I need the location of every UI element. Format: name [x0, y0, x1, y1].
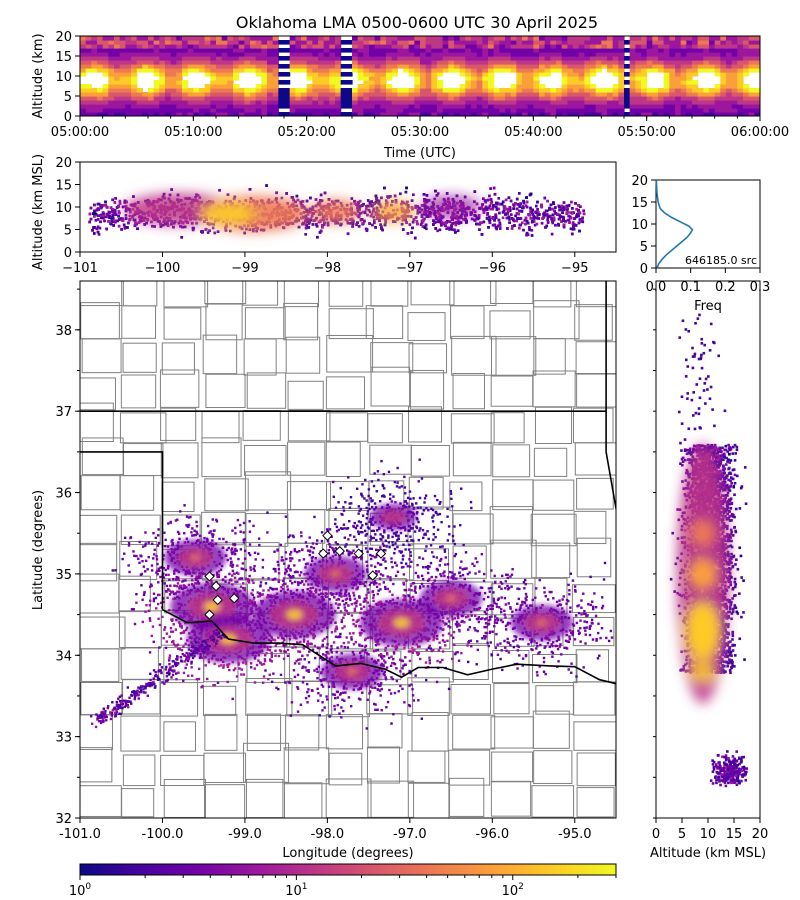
right-alt-tick-label: 20: [752, 827, 769, 842]
right-alt-tick-label: 0: [652, 827, 660, 842]
hist-alt-tick-label: 5: [640, 240, 648, 255]
altitude-tick-label: 5: [64, 90, 72, 105]
time-tick-label: 05:10:00: [164, 125, 222, 140]
altitude-axis-label: Altitude (km): [31, 33, 46, 118]
lon-tick-label: −101: [62, 261, 98, 276]
altitude-tick-label: 10: [55, 70, 72, 85]
freq-tick-label: 0.2: [715, 280, 736, 295]
state-border-tx-panhandle: [80, 451, 164, 610]
histogram-xlabel: Freq: [694, 299, 722, 314]
lma-station-marker: [353, 548, 364, 559]
time-tick-label: 05:30:00: [391, 125, 449, 140]
lon-altitude-panel: −101 −100 −99 −98 −97 −96 −95 0 5 10 15 20 Altitud…: [31, 154, 617, 276]
longitude-tick-label: -99.0: [228, 827, 262, 842]
lma-station-marker: [212, 594, 223, 606]
lon-altitude-core: [123, 193, 482, 232]
time-tick-label: 05:20:00: [277, 125, 335, 140]
latitude-tick-label: 32: [55, 812, 72, 827]
latitude-tick-label: 36: [55, 487, 72, 502]
lma-station-marker: [375, 548, 387, 559]
longitude-tick-label: -96.0: [475, 827, 509, 842]
time-axis-label: Time (UTC): [383, 146, 456, 161]
lma-station-marker: [318, 548, 329, 559]
lon-alt-tick-label: 20: [55, 156, 72, 171]
state-border-red-river: [162, 608, 616, 685]
lon-alt-tick-label: 10: [55, 201, 72, 216]
colorbar-tick-label: 100: [69, 882, 92, 899]
lma-station-marker: [204, 609, 215, 620]
lma-station-marker: [334, 545, 345, 557]
longitude-axis-label: Longitude (degrees): [282, 846, 413, 861]
lon-alt-tick-label: 0: [64, 246, 72, 261]
state-border-ar: [605, 451, 616, 513]
right-alt-tick-label: 10: [700, 827, 717, 842]
storm-cores: [164, 503, 573, 690]
hist-alt-tick-label: 0: [640, 262, 648, 277]
longitude-tick-label: -100.0: [142, 827, 184, 842]
right-alt-tick-label: 15: [726, 827, 743, 842]
hist-alt-tick-label: 20: [631, 174, 648, 189]
altitude-tick-label: 20: [55, 30, 72, 45]
altitude-tick-label: 15: [55, 50, 72, 65]
right-alt-tick-label: 5: [678, 827, 686, 842]
lon-tick-label: −96: [479, 261, 506, 276]
longitude-tick-label: -98.0: [311, 827, 345, 842]
latitude-tick-label: 35: [55, 568, 72, 583]
lon-tick-label: −98: [314, 261, 341, 276]
altitude-latitude-panel: 0 5 10 15 20 Altitude (km MSL): [650, 280, 769, 861]
plan-view-panel: -101.0 -100.0 -99.0 -98.0 -97.0 -96.0 -95.0 32…: [31, 280, 617, 861]
latitude-tick-label: 34: [55, 649, 72, 664]
longitude-tick-label: -95.0: [558, 827, 592, 842]
lma-station-marker: [322, 530, 333, 541]
colorbar-tick-label: 102: [502, 882, 524, 899]
lon-tick-label: −100: [145, 261, 181, 276]
lma-station-marker: [367, 570, 378, 581]
hist-alt-tick-label: 10: [631, 218, 648, 233]
lon-altitude-ylabel: Altitude (km MSL): [31, 154, 46, 270]
time-tick-label: 06:00:00: [731, 125, 789, 140]
lon-tick-label: −99: [231, 261, 258, 276]
latitude-tick-label: 37: [55, 405, 72, 420]
lon-alt-tick-label: 5: [64, 224, 72, 239]
figure-title: Oklahoma LMA 0500-0600 UTC 30 April 2025: [236, 13, 598, 32]
lon-alt-tick-label: 15: [55, 179, 72, 194]
altitude-latitude-core: [676, 443, 729, 704]
longitude-tick-label: -97.0: [393, 827, 427, 842]
colorbar-gradient: [79, 863, 617, 876]
time-tick-label: 05:40:00: [504, 125, 562, 140]
colorbar-tick-label: 101: [285, 882, 307, 899]
latitude-tick-label: 38: [55, 324, 72, 339]
longitude-tick-label: -101.0: [59, 827, 101, 842]
histogram-line: [655, 179, 694, 269]
altitude-latitude-xlabel: Altitude (km MSL): [650, 846, 766, 861]
source-count-annotation: 646185.0 src: [685, 254, 757, 267]
colorbar: 100 101 102: [69, 863, 617, 899]
lon-tick-label: −95: [561, 261, 588, 276]
time-tick-label: 05:50:00: [617, 125, 675, 140]
latitude-tick-label: 33: [55, 731, 72, 746]
altitude-tick-label: 0: [64, 110, 72, 125]
freq-tick-label: 0.1: [680, 280, 701, 295]
lon-tick-label: −97: [396, 261, 423, 276]
time-altitude-panel: 05:00:00 05:10:00 05:20:00 05:30:00 05:40:00…: [31, 30, 789, 161]
latitude-axis-label: Latitude (degrees): [31, 490, 46, 610]
lma-station-marker: [204, 571, 215, 582]
lma-station-marker: [228, 593, 240, 604]
hist-alt-tick-label: 15: [631, 196, 648, 211]
lma-station-marker: [210, 580, 222, 592]
time-tick-label: 05:00:00: [51, 125, 109, 140]
